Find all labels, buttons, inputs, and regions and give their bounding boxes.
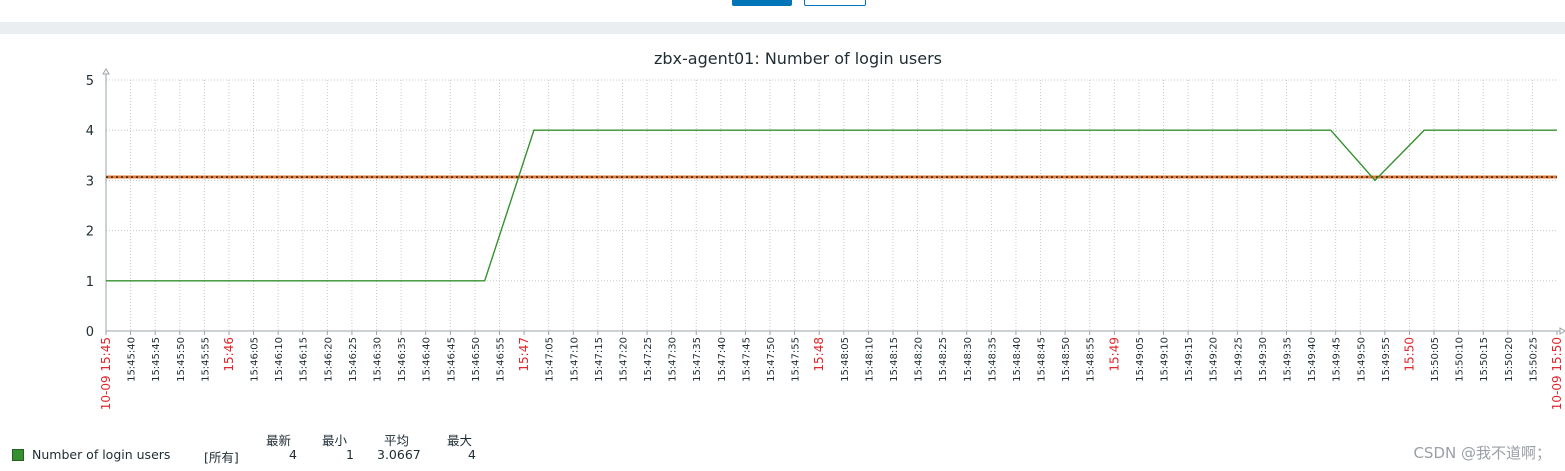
filter-separator bbox=[0, 22, 1565, 34]
legend-header-last: 最新 bbox=[266, 433, 292, 448]
x-tick-label: 15:48:30 bbox=[963, 337, 974, 382]
x-tick-label: 15:50:10 bbox=[1455, 337, 1466, 382]
x-tick-label: 15:46:35 bbox=[397, 337, 408, 382]
chart-legend: 最新 最小 平均 最大 Number of login users [所有] 4… bbox=[0, 426, 520, 471]
legend-item-max: 4 bbox=[468, 447, 476, 462]
x-tick-label: 15:47:30 bbox=[668, 337, 679, 382]
x-tick-label: 15:48:20 bbox=[914, 337, 925, 382]
x-tick-label: 15:46:20 bbox=[323, 337, 334, 382]
x-tick-label: 15:48:15 bbox=[889, 337, 900, 382]
y-axis-arrow bbox=[102, 68, 110, 75]
x-tick-label: 15:49:20 bbox=[1209, 337, 1220, 382]
x-tick-label: 15:46:15 bbox=[299, 337, 310, 382]
x-tick-label: 15:49 bbox=[1107, 337, 1121, 372]
x-tick-label: 15:47 bbox=[517, 337, 531, 372]
x-tick-label: 15:49:50 bbox=[1356, 337, 1367, 382]
x-tick-label: 15:50 bbox=[1402, 337, 1416, 372]
chart-axes: 0 1 2 3 4 5 10-09 15:45 15:45:40 15:45:45 15:45:5… bbox=[86, 68, 1565, 410]
x-tick-label: 15:49:10 bbox=[1160, 337, 1171, 382]
x-tick-label: 15:49:55 bbox=[1381, 337, 1392, 382]
x-tick-label: 15:47:55 bbox=[791, 337, 802, 382]
chart-title: zbx-agent01: Number of login users bbox=[654, 49, 942, 68]
x-tick-label: 15:45:40 bbox=[127, 337, 138, 382]
y-tick-label: 4 bbox=[86, 124, 94, 139]
x-tick-label: 15:45:45 bbox=[151, 337, 162, 382]
x-tick-label: 15:50:15 bbox=[1479, 337, 1490, 382]
x-tick-label: 15:47:35 bbox=[692, 337, 703, 382]
legend-item-name: Number of login users bbox=[32, 447, 171, 462]
watermark: CSDN @我不道啊； bbox=[1413, 444, 1551, 462]
x-axis-arrow bbox=[1559, 327, 1565, 335]
x-tick-label: 15:48:35 bbox=[987, 337, 998, 382]
apply-button[interactable] bbox=[732, 0, 792, 6]
x-tick-label: 15:47:10 bbox=[569, 337, 580, 382]
legend-item-min: 1 bbox=[346, 447, 354, 462]
x-tick-label: 15:48:05 bbox=[840, 337, 851, 382]
x-tick-label: 15:47:05 bbox=[545, 337, 556, 382]
legend-item-last: 4 bbox=[289, 447, 297, 462]
legend-header-avg: 平均 bbox=[384, 433, 410, 448]
legend-item-avg: 3.0667 bbox=[377, 447, 421, 462]
x-tick-label: 15:49:05 bbox=[1135, 337, 1146, 382]
x-tick-label: 15:46:25 bbox=[348, 337, 359, 382]
x-tick-label: 15:47:25 bbox=[643, 337, 654, 382]
x-tick-label: 15:46:50 bbox=[471, 337, 482, 382]
x-tick-label: 10-09 15:45 bbox=[99, 337, 113, 410]
x-tick-label: 15:45:55 bbox=[200, 337, 211, 382]
x-tick-label: 15:49:25 bbox=[1233, 337, 1244, 382]
series-line-login-users bbox=[106, 129, 1557, 282]
x-tick-label: 15:48 bbox=[812, 337, 826, 372]
x-tick-label: 15:48:25 bbox=[938, 337, 949, 382]
reset-button[interactable] bbox=[804, 0, 866, 6]
x-tick-label: 15:50:25 bbox=[1528, 337, 1539, 382]
x-tick-label: 15:49:40 bbox=[1307, 337, 1318, 382]
x-tick-label: 15:47:20 bbox=[618, 337, 629, 382]
x-tick-label: 10-09 15:50 bbox=[1550, 337, 1564, 410]
legend-item-function: [所有] bbox=[204, 450, 239, 465]
legend-color-swatch bbox=[12, 449, 24, 461]
x-tick-label: 15:48:10 bbox=[864, 337, 875, 382]
x-tick-label: 15:46:40 bbox=[422, 337, 433, 382]
y-tick-label: 1 bbox=[86, 275, 94, 290]
legend-header-min: 最小 bbox=[322, 433, 348, 448]
x-tick-label: 15:48:50 bbox=[1061, 337, 1072, 382]
x-tick-label: 15:46:10 bbox=[274, 337, 285, 382]
x-tick-label: 15:47:15 bbox=[594, 337, 605, 382]
chart-marks bbox=[106, 129, 1557, 282]
legend-header-max: 最大 bbox=[447, 433, 473, 448]
x-tick-label: 15:47:45 bbox=[741, 337, 752, 382]
x-tick-label: 15:48:40 bbox=[1012, 337, 1023, 382]
x-tick-label: 15:46:55 bbox=[495, 337, 506, 382]
x-tick-label: 15:49:45 bbox=[1332, 337, 1343, 382]
x-tick-label: 15:49:35 bbox=[1282, 337, 1293, 382]
x-tick-label: 15:46:05 bbox=[250, 337, 261, 382]
x-tick-label: 15:46 bbox=[222, 337, 236, 372]
x-tick-label: 15:48:45 bbox=[1037, 337, 1048, 382]
x-tick-label: 15:46:45 bbox=[446, 337, 457, 382]
x-tick-label: 15:49:30 bbox=[1258, 337, 1269, 382]
x-tick-label: 15:50:05 bbox=[1430, 337, 1441, 382]
chart-grid bbox=[106, 79, 1557, 331]
y-tick-label: 0 bbox=[86, 325, 94, 340]
y-tick-label: 2 bbox=[86, 225, 94, 240]
y-tick-label: 5 bbox=[86, 74, 94, 89]
x-tick-label: 15:49:15 bbox=[1184, 337, 1195, 382]
x-tick-label: 15:48:55 bbox=[1086, 337, 1097, 382]
x-tick-label: 15:50:20 bbox=[1504, 337, 1515, 382]
x-tick-label: 15:46:30 bbox=[373, 337, 384, 382]
x-tick-label: 15:47:40 bbox=[717, 337, 728, 382]
x-tick-label: 15:45:50 bbox=[176, 337, 187, 382]
y-tick-label: 3 bbox=[86, 174, 94, 189]
login-users-chart: zbx-agent01: Number of login users 0 1 2 3 4… bbox=[86, 49, 1565, 410]
top-toolbar bbox=[0, 0, 1565, 22]
x-tick-label: 15:47:50 bbox=[766, 337, 777, 382]
